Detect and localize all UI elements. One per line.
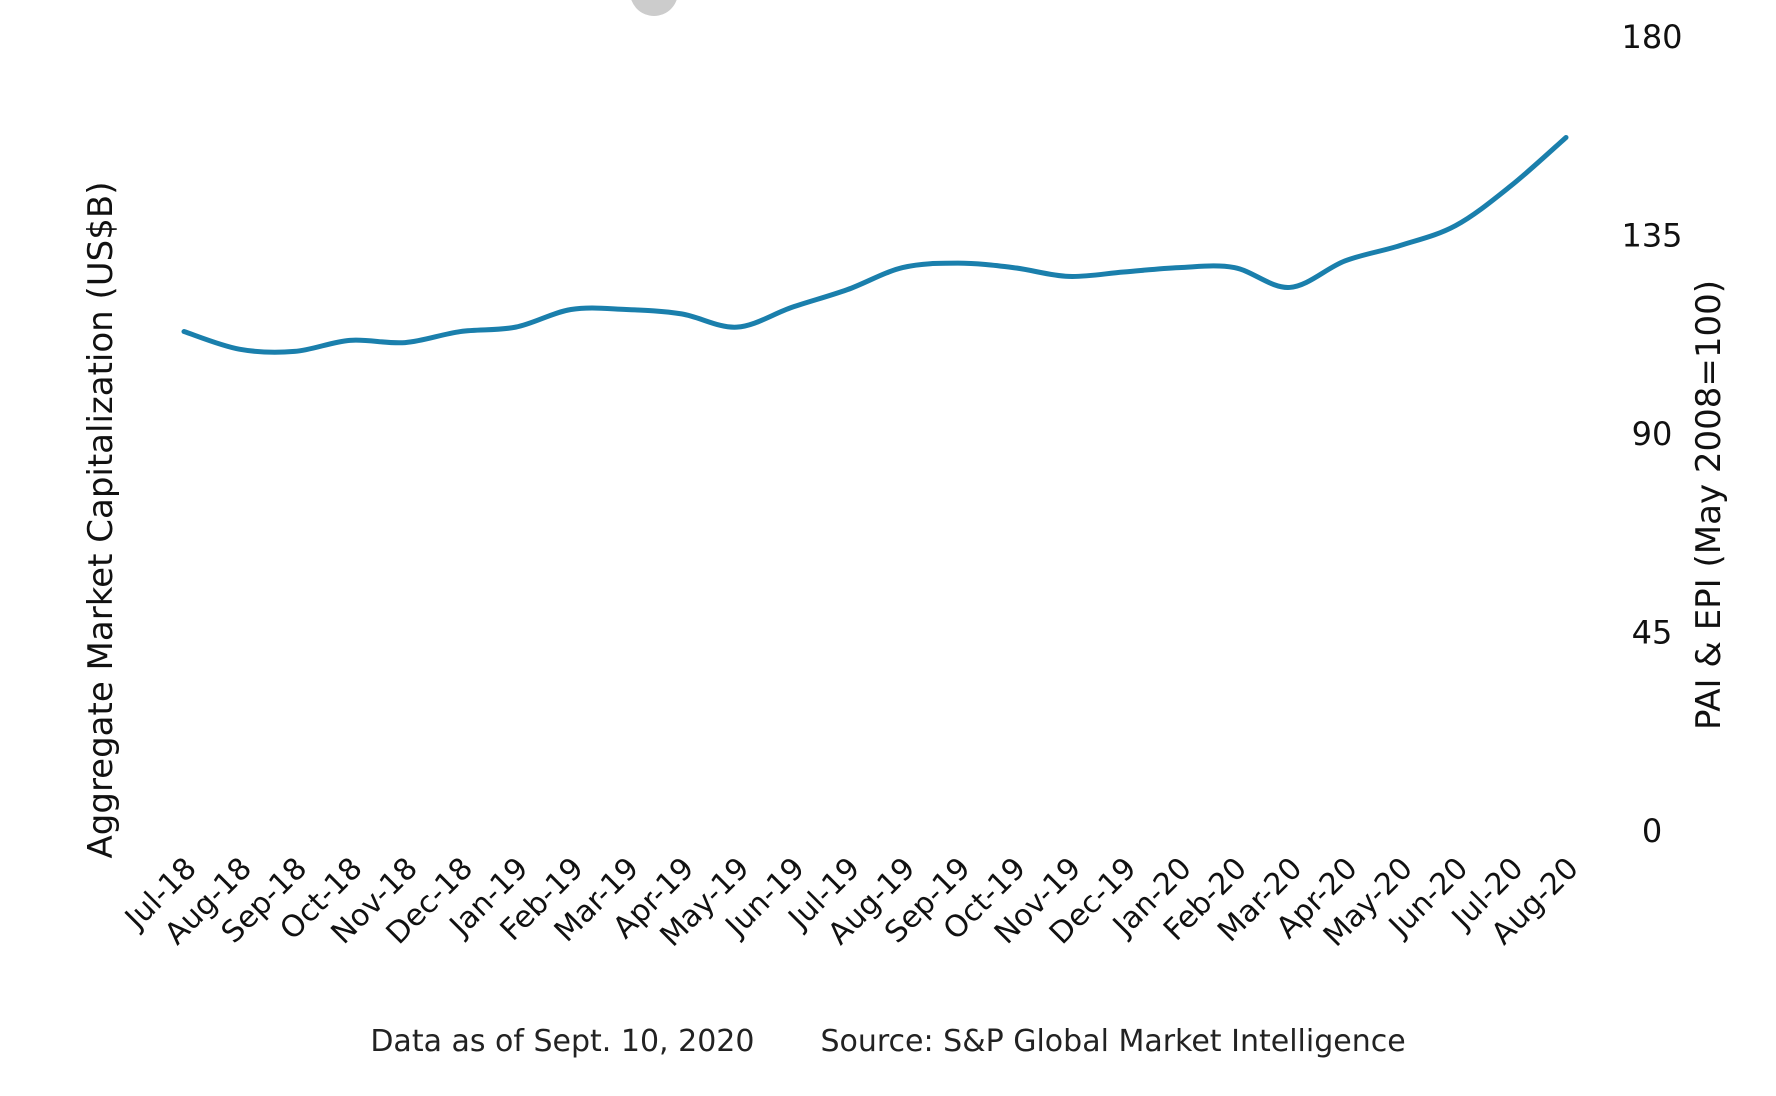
y-axis-left-label: Aggregate Market Capitalization (US$B) (81, 182, 121, 859)
y-tick-label: 0 (1642, 812, 1662, 850)
legend (631, 0, 677, 16)
y-axis-right-ticks: 0 45 90 135 180 (1621, 18, 1682, 850)
source-note: Source: S&P Global Market Intelligence (820, 1024, 1406, 1059)
x-axis-ticks: Jul-18Aug-18Sep-18Oct-18Nov-18Dec-18Jan-… (117, 851, 1585, 954)
data-date-note: Data as of Sept. 10, 2020 (370, 1024, 755, 1059)
y-tick-label: 45 (1632, 614, 1673, 652)
legend-marker (631, 0, 677, 16)
y-tick-label: 135 (1621, 217, 1682, 255)
chart-footer: Data as of Sept. 10, 2020 Source: S&P Gl… (0, 1024, 1776, 1059)
series-group (181, 134, 1569, 355)
series-line (181, 134, 1569, 355)
y-axis-right-label: PAI & EPI (May 2008=100) (1689, 280, 1729, 730)
y-tick-label: 90 (1632, 415, 1673, 453)
y-tick-label: 180 (1621, 18, 1682, 56)
